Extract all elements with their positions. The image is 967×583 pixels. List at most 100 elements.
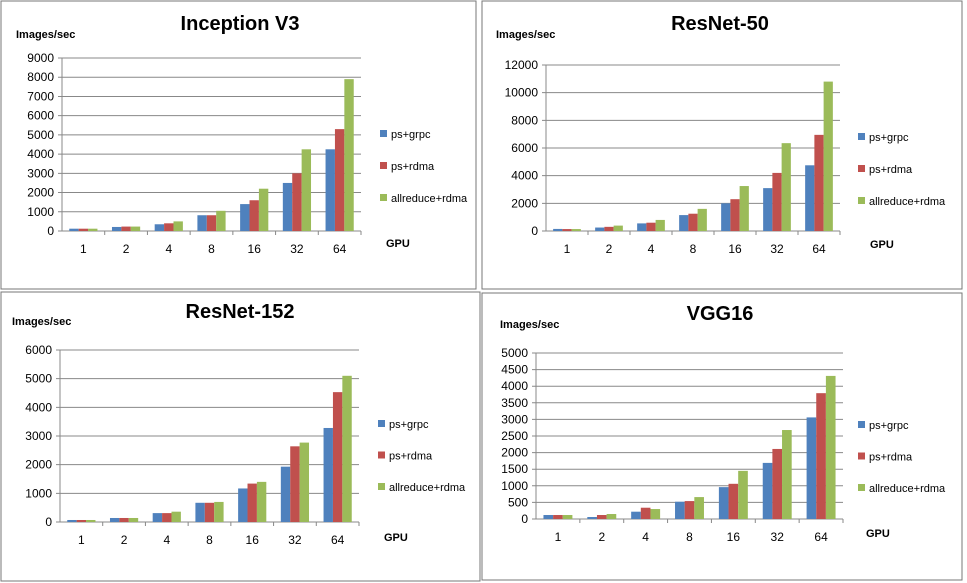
y-tick-label: 9000 bbox=[27, 51, 54, 65]
y-tick-label: 2000 bbox=[501, 446, 528, 460]
legend-label: ps+rdma bbox=[389, 451, 433, 463]
bar-ps-rdma-1 bbox=[76, 519, 87, 522]
legend-label: ps+rdma bbox=[391, 161, 435, 173]
x-axis-label: GPU bbox=[866, 528, 890, 540]
bar-ps-rdma-8 bbox=[684, 501, 695, 519]
bar-ps-grpc-64 bbox=[325, 149, 335, 231]
bar-ps-grpc-2 bbox=[587, 517, 597, 519]
x-tick-label: 32 bbox=[290, 242, 304, 256]
y-tick-label: 1000 bbox=[25, 486, 52, 500]
x-tick-label: 2 bbox=[121, 533, 128, 547]
legend-swatch bbox=[380, 162, 387, 169]
legend-label: allreduce+rdma bbox=[869, 196, 946, 208]
bar-ps-rdma-2 bbox=[604, 226, 614, 231]
bar-ps-grpc-4 bbox=[631, 511, 641, 519]
x-tick-label: 8 bbox=[208, 242, 215, 256]
legend-label: ps+grpc bbox=[389, 419, 429, 431]
bar-allreduce-rdma-64 bbox=[823, 81, 833, 231]
x-tick-label: 8 bbox=[686, 530, 693, 544]
bar-allreduce-rdma-16 bbox=[256, 481, 267, 522]
bar-ps-grpc-64 bbox=[323, 427, 333, 522]
bar-ps-grpc-8 bbox=[195, 502, 205, 522]
bar-ps-grpc-1 bbox=[69, 228, 79, 231]
bar-ps-rdma-64 bbox=[816, 393, 826, 519]
y-tick-label: 3000 bbox=[25, 429, 52, 443]
bar-allreduce-rdma-64 bbox=[344, 79, 354, 232]
chart-title: VGG16 bbox=[687, 303, 754, 325]
legend-label: ps+grpc bbox=[869, 132, 909, 144]
bar-allreduce-rdma-8 bbox=[216, 210, 226, 231]
y-tick-label: 6000 bbox=[511, 141, 538, 155]
legend-label: allreduce+rdma bbox=[869, 483, 946, 495]
x-axis-label: GPU bbox=[384, 532, 408, 544]
y-tick-label: 3000 bbox=[27, 166, 54, 180]
chart-title: ResNet-152 bbox=[186, 301, 295, 323]
bar-ps-grpc-32 bbox=[282, 182, 293, 231]
x-tick-label: 1 bbox=[555, 530, 562, 544]
bar-ps-rdma-2 bbox=[121, 226, 131, 231]
bar-ps-rdma-16 bbox=[249, 200, 259, 231]
bar-ps-grpc-8 bbox=[197, 215, 207, 231]
y-tick-label: 5000 bbox=[25, 372, 52, 386]
bar-ps-grpc-2 bbox=[109, 517, 120, 522]
bar-ps-grpc-16 bbox=[718, 487, 729, 519]
bar-ps-grpc-32 bbox=[280, 466, 291, 522]
bar-allreduce-rdma-32 bbox=[782, 430, 792, 519]
x-tick-label: 32 bbox=[771, 530, 785, 544]
chart-panel: 0 500 1000 1500 2000 2500 3000 3500 4000 4500 5000… bbox=[481, 292, 963, 581]
bar-ps-grpc-32 bbox=[763, 188, 773, 231]
bar-ps-rdma-32 bbox=[772, 448, 783, 519]
bar-ps-grpc-64 bbox=[805, 165, 815, 231]
x-tick-label: 1 bbox=[78, 533, 85, 547]
y-tick-label: 3500 bbox=[501, 396, 528, 410]
bar-ps-rdma-4 bbox=[162, 513, 172, 522]
bar-ps-rdma-32 bbox=[290, 446, 300, 522]
y-tick-label: 0 bbox=[521, 512, 528, 526]
bar-allreduce-rdma-16 bbox=[739, 186, 749, 231]
x-tick-label: 1 bbox=[80, 242, 87, 256]
bar-allreduce-rdma-1 bbox=[571, 229, 581, 231]
legend-label: ps+rdma bbox=[869, 164, 913, 176]
bar-ps-grpc-1 bbox=[67, 519, 77, 522]
chart-title: Inception V3 bbox=[181, 13, 300, 35]
y-tick-label: 2000 bbox=[25, 458, 52, 472]
bar-ps-grpc-8 bbox=[679, 215, 689, 231]
y-tick-label: 2000 bbox=[27, 186, 54, 200]
y-tick-label: 5000 bbox=[501, 346, 528, 360]
y-tick-label: 7000 bbox=[27, 89, 54, 103]
x-tick-label: 16 bbox=[246, 533, 260, 547]
bar-allreduce-rdma-1 bbox=[562, 515, 573, 519]
y-tick-label: 1000 bbox=[501, 479, 528, 493]
bar-ps-rdma-32 bbox=[772, 172, 782, 231]
chart-panel: 0 1000 2000 3000 4000 5000 6000 7000 8000 9000 1 2 4… bbox=[0, 0, 477, 290]
bar-allreduce-rdma-8 bbox=[694, 497, 704, 519]
chart-panel: 0 2000 4000 6000 8000 10000 12000 1 2 4 8 16 32 64 Res… bbox=[481, 0, 963, 290]
bar-allreduce-rdma-2 bbox=[613, 225, 623, 231]
y-tick-label: 1500 bbox=[501, 462, 528, 476]
x-tick-label: 4 bbox=[642, 530, 649, 544]
x-tick-label: 32 bbox=[288, 533, 302, 547]
y-tick-label: 0 bbox=[45, 515, 52, 529]
legend-swatch bbox=[858, 452, 865, 460]
x-tick-label: 16 bbox=[728, 242, 742, 256]
panel-border bbox=[0, 0, 477, 290]
bar-ps-rdma-8 bbox=[204, 502, 215, 522]
x-axis-label: GPU bbox=[870, 239, 894, 251]
y-tick-label: 6000 bbox=[27, 109, 54, 123]
bar-ps-rdma-4 bbox=[646, 222, 656, 231]
bar-allreduce-rdma-1 bbox=[88, 228, 98, 231]
y-tick-label: 5000 bbox=[27, 128, 54, 142]
bar-ps-grpc-16 bbox=[238, 488, 248, 522]
bar-ps-rdma-2 bbox=[596, 515, 607, 519]
legend-swatch bbox=[380, 194, 387, 201]
bar-allreduce-rdma-2 bbox=[128, 517, 139, 522]
x-tick-label: 8 bbox=[206, 533, 213, 547]
legend-label: allreduce+rdma bbox=[391, 193, 468, 205]
y-tick-label: 10000 bbox=[505, 86, 539, 100]
bar-allreduce-rdma-8 bbox=[214, 501, 224, 522]
bar-allreduce-rdma-16 bbox=[738, 470, 748, 519]
x-tick-label: 2 bbox=[606, 242, 613, 256]
legend-swatch bbox=[378, 420, 385, 427]
